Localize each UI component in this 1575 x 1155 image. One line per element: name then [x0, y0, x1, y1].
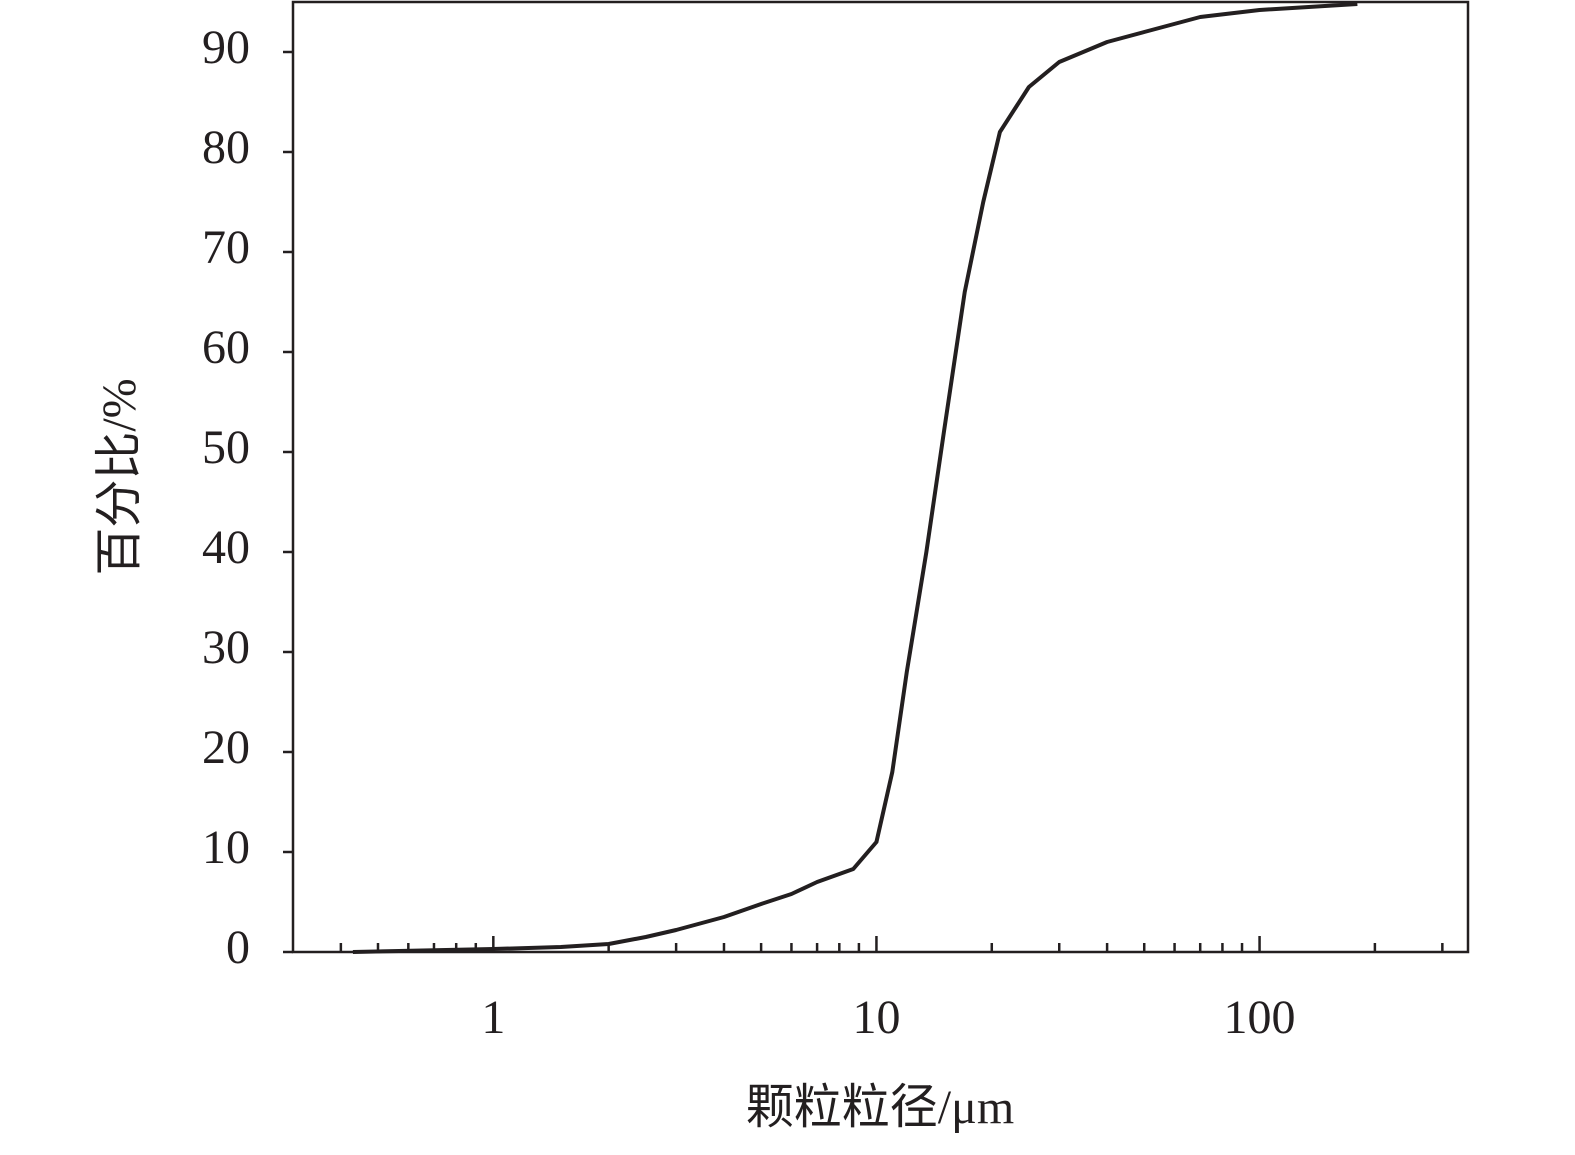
y-tick-label: 30 [202, 621, 250, 674]
x-tick-label: 10 [852, 991, 900, 1044]
y-tick-label: 60 [202, 321, 250, 374]
plot-frame [291, 0, 1470, 954]
y-tick-label: 70 [202, 221, 250, 274]
y-tick-label: 80 [202, 121, 250, 174]
y-tick-label: 90 [202, 21, 250, 74]
y-tick-label: 10 [202, 821, 250, 874]
x-axis-label: 颗粒粒径/μm [746, 1081, 1014, 1134]
y-axis-label: 百分比/% [93, 378, 146, 575]
x-tick-label: 1 [481, 991, 505, 1044]
y-tick-label: 40 [202, 521, 250, 574]
y-tick-label: 20 [202, 721, 250, 774]
x-tick-label: 100 [1224, 991, 1296, 1044]
y-tick-label: 50 [202, 421, 250, 474]
y-tick-label: 0 [226, 921, 250, 974]
data-line [352, 2, 1358, 954]
